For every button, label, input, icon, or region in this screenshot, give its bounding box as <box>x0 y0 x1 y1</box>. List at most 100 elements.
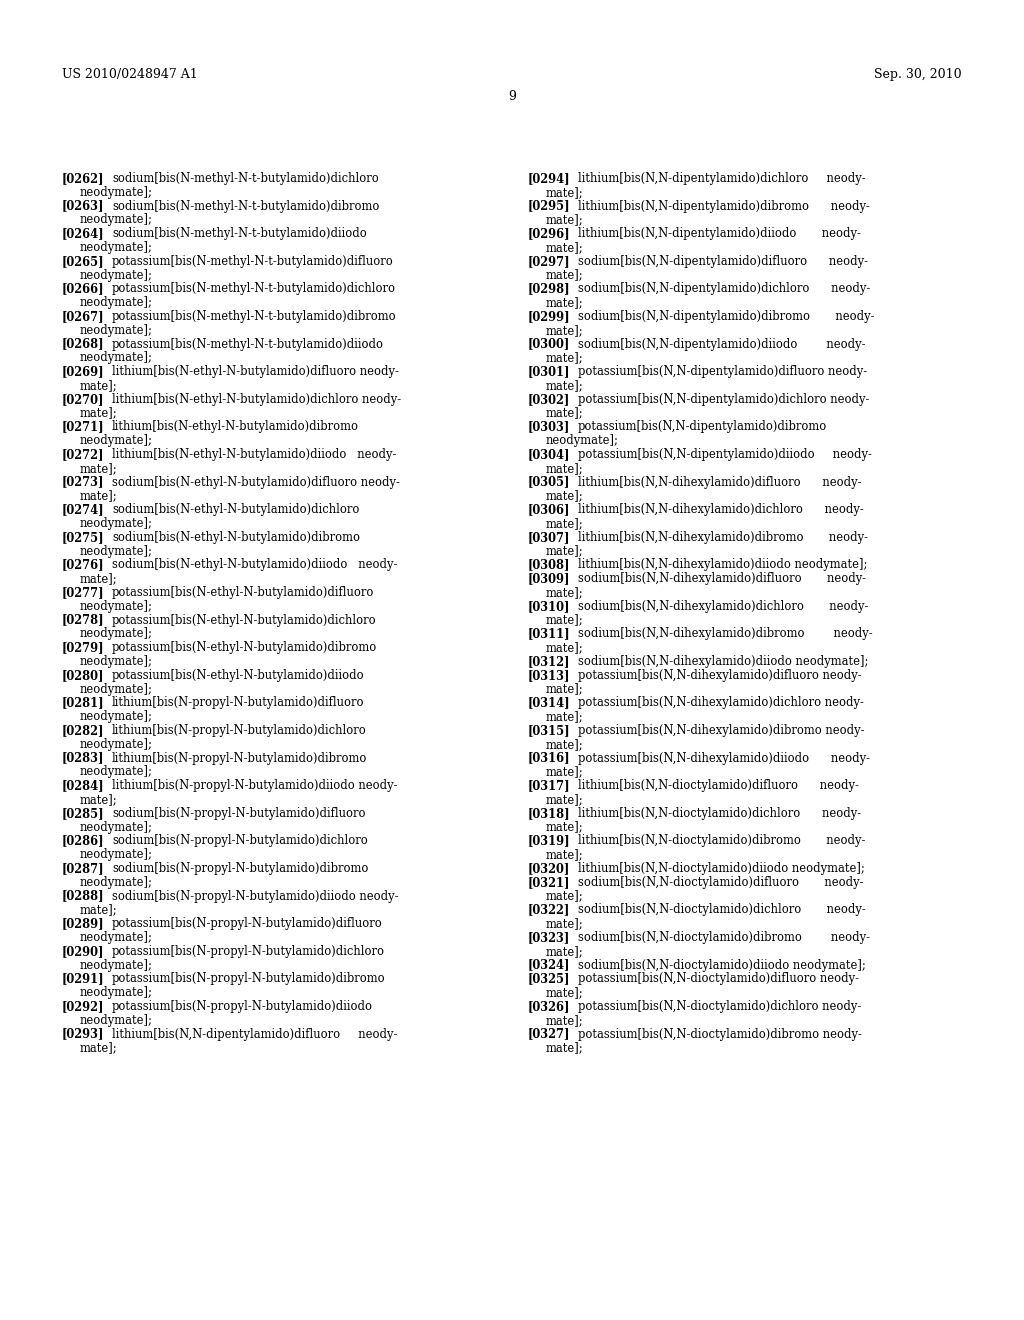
Text: [0291]: [0291] <box>62 973 104 986</box>
Text: neodymate];: neodymate]; <box>80 766 153 779</box>
Text: [0293]: [0293] <box>62 1027 104 1040</box>
Text: sodium[bis(N,N-dioctylamido)dichloro       neody-: sodium[bis(N,N-dioctylamido)dichloro neo… <box>578 903 865 916</box>
Text: neodymate];: neodymate]; <box>80 434 153 447</box>
Text: potassium[bis(N-methyl-N-t-butylamido)dibromo: potassium[bis(N-methyl-N-t-butylamido)di… <box>112 310 396 323</box>
Text: sodium[bis(N-propyl-N-butylamido)dichloro: sodium[bis(N-propyl-N-butylamido)dichlor… <box>112 834 368 847</box>
Text: mate];: mate]; <box>80 572 118 585</box>
Text: [0309]: [0309] <box>528 572 570 585</box>
Text: [0324]: [0324] <box>528 958 570 972</box>
Text: [0312]: [0312] <box>528 655 570 668</box>
Text: [0299]: [0299] <box>528 310 570 323</box>
Text: [0303]: [0303] <box>528 420 570 433</box>
Text: mate];: mate]; <box>546 738 584 751</box>
Text: [0273]: [0273] <box>62 475 104 488</box>
Text: [0327]: [0327] <box>528 1027 570 1040</box>
Text: neodymate];: neodymate]; <box>80 517 153 531</box>
Text: mate];: mate]; <box>546 517 584 531</box>
Text: mate];: mate]; <box>546 296 584 309</box>
Text: mate];: mate]; <box>546 1014 584 1027</box>
Text: [0265]: [0265] <box>62 255 104 268</box>
Text: [0294]: [0294] <box>528 172 570 185</box>
Text: [0296]: [0296] <box>528 227 570 240</box>
Text: sodium[bis(N-methyl-N-t-butylamido)dichloro: sodium[bis(N-methyl-N-t-butylamido)dichl… <box>112 172 379 185</box>
Text: potassium[bis(N-ethyl-N-butylamido)diiodo: potassium[bis(N-ethyl-N-butylamido)diiod… <box>112 669 365 682</box>
Text: sodium[bis(N,N-dioctylamido)difluoro       neody-: sodium[bis(N,N-dioctylamido)difluoro neo… <box>578 875 863 888</box>
Text: [0269]: [0269] <box>62 366 104 379</box>
Text: [0325]: [0325] <box>528 973 570 986</box>
Text: mate];: mate]; <box>546 186 584 199</box>
Text: [0271]: [0271] <box>62 420 104 433</box>
Text: lithium[bis(N,N-dioctylamido)difluoro      neody-: lithium[bis(N,N-dioctylamido)difluoro ne… <box>578 779 859 792</box>
Text: neodymate];: neodymate]; <box>80 655 153 668</box>
Text: lithium[bis(N-propyl-N-butylamido)difluoro: lithium[bis(N-propyl-N-butylamido)difluo… <box>112 697 365 709</box>
Text: [0300]: [0300] <box>528 338 570 351</box>
Text: neodymate];: neodymate]; <box>80 986 153 999</box>
Text: lithium[bis(N,N-dihexylamido)difluoro      neody-: lithium[bis(N,N-dihexylamido)difluoro ne… <box>578 475 861 488</box>
Text: [0286]: [0286] <box>62 834 104 847</box>
Text: mate];: mate]; <box>546 945 584 958</box>
Text: [0285]: [0285] <box>62 807 104 820</box>
Text: [0306]: [0306] <box>528 503 570 516</box>
Text: lithium[bis(N,N-dihexylamido)dibromo       neody-: lithium[bis(N,N-dihexylamido)dibromo neo… <box>578 531 868 544</box>
Text: mate];: mate]; <box>80 490 118 503</box>
Text: potassium[bis(N-propyl-N-butylamido)diiodo: potassium[bis(N-propyl-N-butylamido)diio… <box>112 1001 373 1012</box>
Text: mate];: mate]; <box>546 242 584 253</box>
Text: [0266]: [0266] <box>62 282 104 296</box>
Text: potassium[bis(N,N-dihexylamido)difluoro neody-: potassium[bis(N,N-dihexylamido)difluoro … <box>578 669 861 682</box>
Text: sodium[bis(N,N-dipentylamido)dichloro      neody-: sodium[bis(N,N-dipentylamido)dichloro ne… <box>578 282 870 296</box>
Text: potassium[bis(N-ethyl-N-butylamido)dibromo: potassium[bis(N-ethyl-N-butylamido)dibro… <box>112 642 377 655</box>
Text: [0277]: [0277] <box>62 586 104 599</box>
Text: [0320]: [0320] <box>528 862 570 875</box>
Text: neodymate];: neodymate]; <box>80 627 153 640</box>
Text: [0298]: [0298] <box>528 282 570 296</box>
Text: lithium[bis(N-ethyl-N-butylamido)dibromo: lithium[bis(N-ethyl-N-butylamido)dibromo <box>112 420 359 433</box>
Text: [0319]: [0319] <box>528 834 570 847</box>
Text: potassium[bis(N-methyl-N-t-butylamido)dichloro: potassium[bis(N-methyl-N-t-butylamido)di… <box>112 282 396 296</box>
Text: sodium[bis(N-propyl-N-butylamido)difluoro: sodium[bis(N-propyl-N-butylamido)difluor… <box>112 807 366 820</box>
Text: potassium[bis(N,N-dihexylamido)dibromo neody-: potassium[bis(N,N-dihexylamido)dibromo n… <box>578 723 864 737</box>
Text: [0264]: [0264] <box>62 227 104 240</box>
Text: potassium[bis(N-propyl-N-butylamido)dibromo: potassium[bis(N-propyl-N-butylamido)dibr… <box>112 973 386 986</box>
Text: potassium[bis(N,N-dipentylamido)difluoro neody-: potassium[bis(N,N-dipentylamido)difluoro… <box>578 366 867 379</box>
Text: [0268]: [0268] <box>62 338 104 351</box>
Text: mate];: mate]; <box>80 462 118 475</box>
Text: mate];: mate]; <box>546 682 584 696</box>
Text: potassium[bis(N-propyl-N-butylamido)difluoro: potassium[bis(N-propyl-N-butylamido)difl… <box>112 917 383 931</box>
Text: [0272]: [0272] <box>62 447 104 461</box>
Text: lithium[bis(N,N-dipentylamido)dibromo      neody-: lithium[bis(N,N-dipentylamido)dibromo ne… <box>578 199 869 213</box>
Text: US 2010/0248947 A1: US 2010/0248947 A1 <box>62 69 198 81</box>
Text: sodium[bis(N-ethyl-N-butylamido)difluoro neody-: sodium[bis(N-ethyl-N-butylamido)difluoro… <box>112 475 400 488</box>
Text: potassium[bis(N,N-dipentylamido)dichloro neody-: potassium[bis(N,N-dipentylamido)dichloro… <box>578 393 869 405</box>
Text: [0317]: [0317] <box>528 779 570 792</box>
Text: [0305]: [0305] <box>528 475 570 488</box>
Text: sodium[bis(N-ethyl-N-butylamido)diiodo   neody-: sodium[bis(N-ethyl-N-butylamido)diiodo n… <box>112 558 397 572</box>
Text: mate];: mate]; <box>546 323 584 337</box>
Text: [0311]: [0311] <box>528 627 570 640</box>
Text: sodium[bis(N-methyl-N-t-butylamido)diiodo: sodium[bis(N-methyl-N-t-butylamido)diiod… <box>112 227 367 240</box>
Text: neodymate];: neodymate]; <box>80 682 153 696</box>
Text: [0274]: [0274] <box>62 503 104 516</box>
Text: mate];: mate]; <box>546 986 584 999</box>
Text: mate];: mate]; <box>546 545 584 557</box>
Text: [0279]: [0279] <box>62 642 104 655</box>
Text: potassium[bis(N,N-dioctylamido)dibromo neody-: potassium[bis(N,N-dioctylamido)dibromo n… <box>578 1027 862 1040</box>
Text: mate];: mate]; <box>80 407 118 420</box>
Text: sodium[bis(N-propyl-N-butylamido)diiodo neody-: sodium[bis(N-propyl-N-butylamido)diiodo … <box>112 890 398 903</box>
Text: sodium[bis(N,N-dihexylamido)dibromo        neody-: sodium[bis(N,N-dihexylamido)dibromo neod… <box>578 627 872 640</box>
Text: mate];: mate]; <box>546 793 584 807</box>
Text: potassium[bis(N-ethyl-N-butylamido)difluoro: potassium[bis(N-ethyl-N-butylamido)diflu… <box>112 586 375 599</box>
Text: [0283]: [0283] <box>62 751 104 764</box>
Text: [0280]: [0280] <box>62 669 104 682</box>
Text: lithium[bis(N-propyl-N-butylamido)dibromo: lithium[bis(N-propyl-N-butylamido)dibrom… <box>112 751 368 764</box>
Text: mate];: mate]; <box>546 821 584 834</box>
Text: mate];: mate]; <box>546 268 584 281</box>
Text: neodymate];: neodymate]; <box>546 434 618 447</box>
Text: lithium[bis(N,N-dioctylamido)dibromo       neody-: lithium[bis(N,N-dioctylamido)dibromo neo… <box>578 834 865 847</box>
Text: [0262]: [0262] <box>62 172 104 185</box>
Text: neodymate];: neodymate]; <box>80 351 153 364</box>
Text: neodymate];: neodymate]; <box>80 1014 153 1027</box>
Text: [0323]: [0323] <box>528 931 570 944</box>
Text: mate];: mate]; <box>546 462 584 475</box>
Text: [0313]: [0313] <box>528 669 570 682</box>
Text: potassium[bis(N-methyl-N-t-butylamido)difluoro: potassium[bis(N-methyl-N-t-butylamido)di… <box>112 255 394 268</box>
